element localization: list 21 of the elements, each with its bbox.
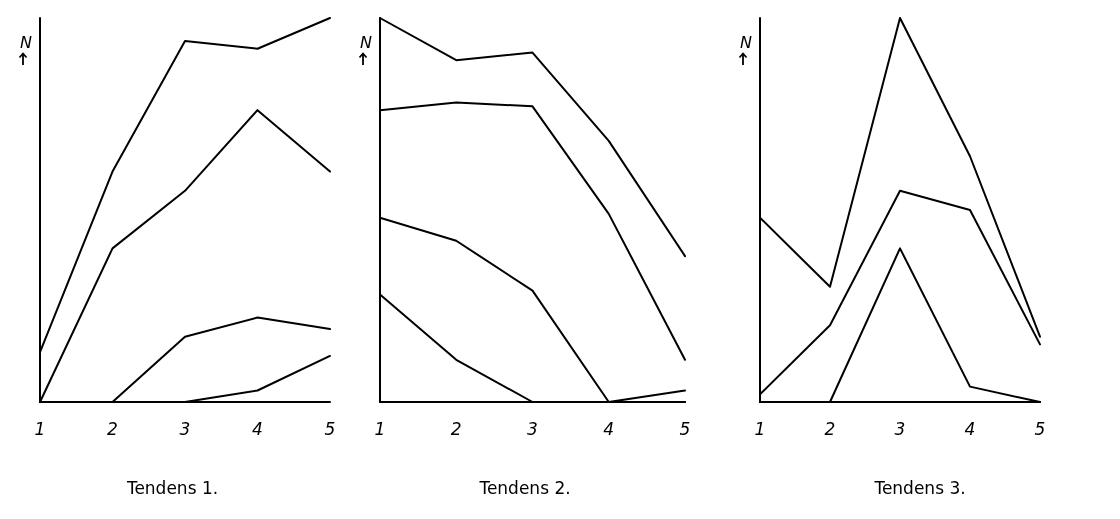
y-axis-title: N (20, 32, 33, 52)
x-tick-label: 1 (374, 418, 386, 439)
x-tick-label: 4 (603, 418, 615, 439)
text: Tendens 3. (873, 477, 966, 498)
x-tick-label: 2 (107, 418, 118, 439)
x-tick-label: 5 (324, 418, 336, 439)
x-tick-label: 2 (450, 418, 462, 439)
x-tick-label: 5 (1034, 418, 1046, 439)
x-tick-label: 4 (252, 418, 263, 439)
x-tick-label: 1 (34, 418, 46, 439)
x-tick-label: 5 (679, 418, 691, 439)
x-tick-label: 3 (179, 418, 191, 439)
x-tick-label: 3 (894, 418, 906, 439)
x-tick-label: 3 (527, 418, 538, 439)
y-axis-title: N (740, 32, 753, 52)
x-tick-label: 1 (754, 418, 766, 439)
x-tick-label: 4 (964, 418, 976, 439)
x-tick-label: 2 (824, 418, 836, 439)
text: Tendens 1. (125, 477, 219, 498)
text: Tendens 2. (478, 477, 571, 498)
y-axis-title: N (360, 32, 373, 52)
